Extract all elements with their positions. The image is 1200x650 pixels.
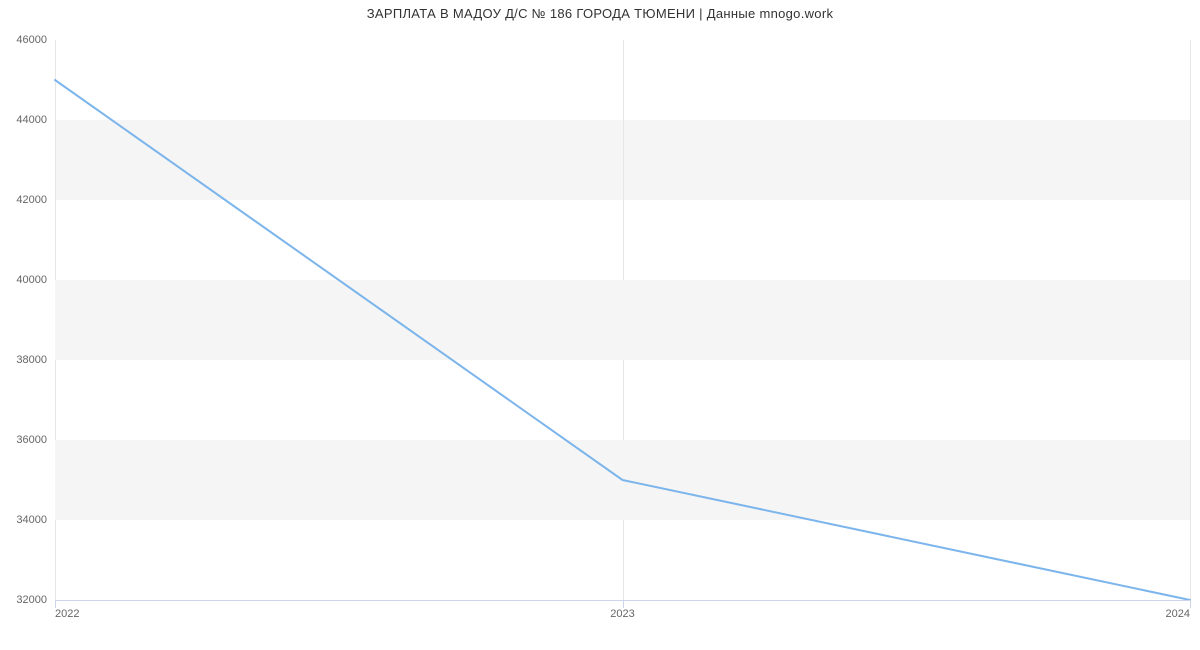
chart-title: ЗАРПЛАТА В МАДОУ Д/С № 186 ГОРОДА ТЮМЕНИ… bbox=[0, 6, 1200, 21]
x-axis-label: 2022 bbox=[55, 600, 79, 620]
y-axis-label: 40000 bbox=[16, 274, 55, 286]
y-axis-label: 38000 bbox=[16, 354, 55, 366]
x-tick bbox=[1190, 600, 1191, 608]
x-axis-label: 2023 bbox=[610, 600, 634, 620]
salary-line-chart: ЗАРПЛАТА В МАДОУ Д/С № 186 ГОРОДА ТЮМЕНИ… bbox=[0, 0, 1200, 650]
y-axis-label: 36000 bbox=[16, 434, 55, 446]
x-axis-label: 2024 bbox=[1166, 600, 1190, 620]
series-line bbox=[55, 80, 1190, 600]
y-axis-label: 44000 bbox=[16, 114, 55, 126]
gridline bbox=[1190, 40, 1191, 600]
y-axis-label: 46000 bbox=[16, 34, 55, 46]
plot-area: 3200034000360003800040000420004400046000… bbox=[55, 40, 1190, 600]
y-axis-label: 42000 bbox=[16, 194, 55, 206]
y-axis-label: 32000 bbox=[16, 594, 55, 606]
y-axis-label: 34000 bbox=[16, 514, 55, 526]
line-layer bbox=[55, 40, 1190, 600]
